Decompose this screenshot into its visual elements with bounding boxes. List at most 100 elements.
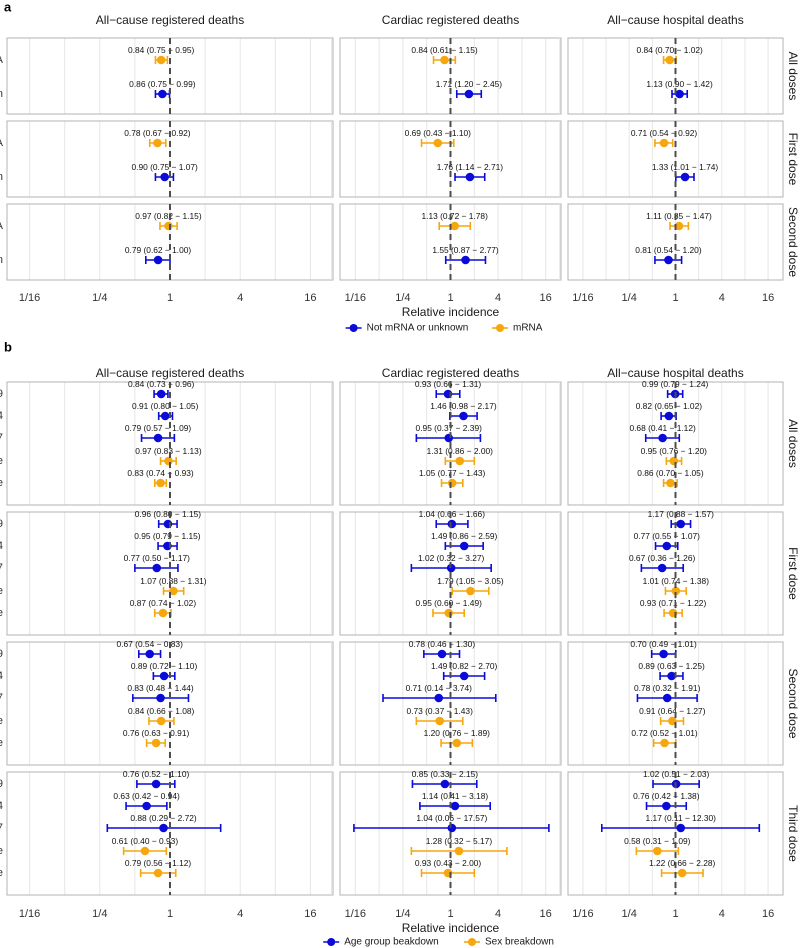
facet-label-second-dose: Second dose (786, 668, 800, 738)
x-tick-label: 4 (719, 908, 725, 920)
estimate-female: 0.58 (0.31 − 1.09) (624, 836, 691, 856)
point-estimate (659, 138, 669, 148)
point-estimate (158, 608, 168, 618)
x-tick-label: 1 (167, 908, 173, 920)
estimate-mrna: 0.97 (0.82 − 1.15) (135, 211, 202, 231)
estimate-label: 1.04 (0.66 − 1.66) (419, 509, 486, 519)
point-estimate (140, 846, 150, 856)
panel-letter-a: a (4, 0, 12, 14)
x-tick-label: 4 (237, 908, 243, 920)
estimate-male: 1.22 (0.66 − 2.28) (649, 858, 716, 878)
estimate-label: 0.90 (0.75 − 1.07) (131, 162, 198, 172)
x-tick-label: 16 (304, 908, 316, 920)
point-estimate (142, 801, 151, 811)
point-estimate (156, 693, 165, 703)
estimate-label: 0.76 (0.52 − 1.10) (123, 769, 190, 779)
estimate-label: 0.83 (0.74 − 0.93) (127, 468, 194, 478)
facet-first-dose: mRNA Not mRNA or unknown 0.78 (0.67 − 0.92… (0, 120, 334, 198)
x-tick-label: 4 (719, 292, 725, 304)
estimate-female: 1.31 (0.86 − 2.00) (427, 446, 493, 466)
estimate-female: 0.97 (0.83 − 1.13) (135, 446, 202, 466)
point-estimate (435, 716, 444, 726)
estimate-label: 0.81 (0.54 − 1.20) (635, 245, 702, 255)
estimate-label: 0.78 (0.32 − 1.91) (634, 683, 701, 693)
x-tick-label: 4 (495, 292, 501, 304)
x-tick-label: 4 (237, 292, 243, 304)
x-tick-label: 1/16 (19, 292, 40, 304)
point-estimate (452, 738, 462, 748)
estimate-label: 0.95 (0.37 − 2.39) (416, 423, 483, 433)
estimate-male: 1.05 (0.77 − 1.43) (419, 468, 486, 488)
estimate-male: 0.93 (0.71 − 1.22) (640, 598, 707, 618)
x-tick-label: 16 (762, 908, 774, 920)
estimate-label: 0.72 (0.52 − 1.01) (631, 728, 698, 738)
column-2-cardiac-registered-deaths: Cardiac registered deaths 1/16 1/4 1 4 16 0.84… (331, 13, 562, 304)
estimate-mrna: 1.13 (0.72 − 1.78) (422, 211, 489, 231)
point-estimate (660, 738, 669, 748)
point-estimate (459, 671, 469, 681)
row-label-18-24: 18−24 (0, 410, 3, 422)
estimate-label: 0.63 (0.42 − 0.94) (113, 791, 180, 801)
point-estimate (454, 846, 464, 856)
facet-label-all-doses: All doses (786, 52, 800, 101)
legend-label: Age group beakdown (344, 937, 439, 948)
row-label-female: Female (0, 455, 3, 467)
point-estimate (444, 433, 454, 443)
panel-letter-b: b (4, 339, 12, 354)
point-estimate (675, 89, 684, 99)
estimate-label: 0.87 (0.74 − 1.02) (130, 598, 197, 608)
estimate-label: 1.04 (0.06 − 17.57) (416, 813, 487, 823)
facet-first-dose: 0.69 (0.43 − 1.10) 1.76 (1.14 − 2.71) (331, 120, 562, 198)
point-estimate (156, 389, 166, 399)
estimate-not-mrna-or-unknown: 1.55 (0.87 − 2.77) (432, 245, 499, 265)
row-label-not-mrna-or-unknown: Not mRNA or unknown (0, 88, 3, 100)
facet-third-dose: 0.85 (0.33 − 2.15) 1.14 (0.41 − 3.18) 1.04… (331, 769, 562, 896)
estimate-label: 0.84 (0.73 − 0.96) (128, 379, 195, 389)
estimate-label: 0.95 (0.76 − 1.20) (641, 446, 708, 456)
column-title: Cardiac registered deaths (382, 366, 519, 380)
legend-label: Not mRNA or unknown (367, 323, 469, 334)
estimate-18-24: 0.63 (0.42 − 0.94) (113, 791, 180, 811)
estimate-male: 0.87 (0.74 − 1.02) (130, 598, 197, 618)
column-3-all-cause-hospital-deaths: All−cause hospital deaths 1/16 1/4 1 4 16 All … (559, 13, 800, 304)
estimate-mrna: 0.78 (0.67 − 0.92) (124, 128, 191, 148)
point-estimate (164, 221, 173, 231)
panel-a: a All−cause registered deaths 1/16 1/4 1 4 16 m… (0, 0, 800, 334)
point-estimate (158, 89, 167, 99)
estimate-label: 1.13 (0.72 − 1.78) (422, 211, 489, 221)
x-tick-label: 1/16 (572, 908, 593, 920)
point-estimate (159, 671, 169, 681)
legend-swatch-point (349, 324, 358, 332)
legend: Age group beakdown Sex breakdown (323, 937, 554, 948)
estimate-male: 0.95 (0.60 − 1.49) (416, 598, 482, 618)
row-label-12-17: 12−17 (0, 432, 3, 444)
row-label-male: Male (0, 607, 3, 619)
estimate-label: 0.93 (0.71 − 1.22) (640, 598, 707, 608)
row-label-25-29: 25−29 (0, 388, 3, 400)
estimate-male: 0.86 (0.70 − 1.05) (637, 468, 704, 488)
point-estimate (164, 456, 173, 466)
facet-first-dose: First dose 1.17 (0.88 − 1.57) 0.77 (0.55 −… (559, 509, 800, 636)
column-title: All−cause hospital deaths (607, 366, 743, 380)
estimate-label: 0.79 (0.56 − 1.12) (125, 858, 192, 868)
point-estimate (464, 89, 474, 99)
column-title: All−cause registered deaths (96, 366, 244, 380)
point-estimate (440, 55, 449, 65)
point-estimate (444, 608, 454, 618)
point-estimate (466, 586, 475, 596)
estimate-not-mrna-or-unknown: 0.90 (0.75 − 1.07) (131, 162, 198, 182)
point-estimate (459, 411, 468, 421)
estimate-female: 0.95 (0.76 − 1.20) (641, 446, 708, 466)
estimate-male: 0.72 (0.52 − 1.01) (631, 728, 698, 748)
estimate-label: 0.71 (0.54 − 0.92) (631, 128, 698, 138)
x-tick-label: 1/16 (19, 908, 40, 920)
legend-swatch-point (468, 938, 476, 946)
estimate-label: 0.83 (0.48 − 1.44) (127, 683, 194, 693)
estimate-25-29: 1.17 (0.88 − 1.57) (648, 509, 714, 529)
x-tick-label: 1 (167, 292, 173, 304)
estimate-label: 0.85 (0.33 − 2.15) (412, 769, 479, 779)
estimate-label: 0.79 (0.62 − 1.00) (125, 245, 192, 255)
legend-item-mrna: mRNA (492, 323, 543, 334)
estimate-25-29: 0.85 (0.33 − 2.15) (411, 769, 479, 789)
